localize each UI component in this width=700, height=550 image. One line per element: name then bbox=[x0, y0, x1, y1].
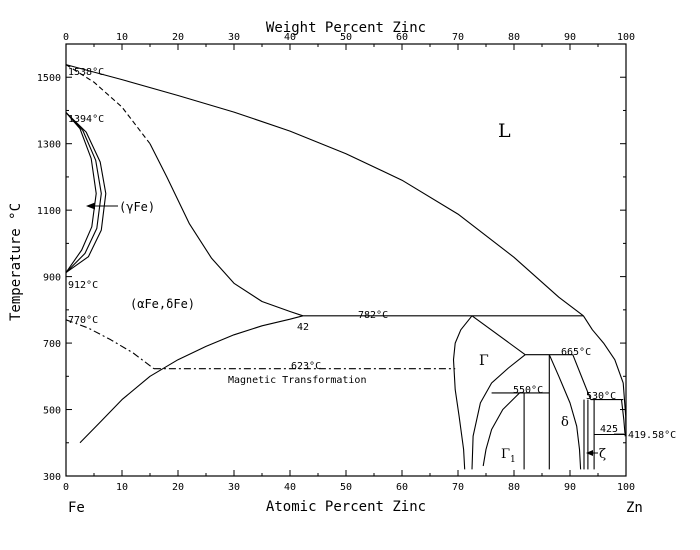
x-tick-label: 30 bbox=[228, 482, 240, 493]
x-tick-label: 0 bbox=[63, 482, 69, 493]
phase-label-zeta: ζ bbox=[599, 447, 606, 462]
phase-boundary-4 bbox=[65, 112, 102, 273]
y-axis-label: Temperature °C bbox=[8, 203, 24, 321]
x-axis-label: Atomic Percent Zinc bbox=[266, 499, 426, 515]
phase-label-delta: δ bbox=[561, 415, 569, 430]
annotation-magnetic-transformation: Magnetic Transformation bbox=[228, 375, 366, 386]
annotation-912: 912°C bbox=[68, 280, 98, 291]
phase-boundary-10 bbox=[452, 315, 473, 470]
top-tick-label: 40 bbox=[284, 32, 296, 43]
left-end-label: Fe bbox=[68, 500, 85, 516]
top-tick-label: 70 bbox=[452, 32, 464, 43]
annotation-42: 42 bbox=[297, 322, 309, 333]
annotation-782: 782°C bbox=[358, 310, 388, 321]
top-tick-label: 10 bbox=[116, 32, 128, 43]
y-tick-label: 500 bbox=[43, 406, 61, 417]
phase-boundaries bbox=[65, 64, 627, 470]
top-tick-label: 0 bbox=[63, 32, 69, 43]
annotation-550: 550°C bbox=[513, 385, 543, 396]
phase-boundary-18 bbox=[471, 354, 526, 470]
x-tick-label: 90 bbox=[564, 482, 576, 493]
annotation-530: 530°C bbox=[586, 391, 616, 402]
annotation-425: 425 bbox=[600, 424, 618, 435]
annotation-665: 665°C bbox=[561, 347, 591, 358]
x-tick-label: 40 bbox=[284, 482, 296, 493]
phase-boundary-21 bbox=[548, 354, 582, 470]
phase-boundary-13 bbox=[582, 315, 627, 437]
top-tick-label: 100 bbox=[617, 32, 635, 43]
plot-frame bbox=[65, 43, 627, 477]
phase-label-alpha-fe: (αFe,δFe) bbox=[130, 297, 195, 311]
y-tick-label: 1100 bbox=[37, 206, 61, 217]
top-axis-label: Weight Percent Zinc bbox=[266, 20, 426, 36]
top-tick-label: 30 bbox=[228, 32, 240, 43]
x-tick-label: 50 bbox=[340, 482, 352, 493]
zeta-arrowhead bbox=[586, 450, 593, 456]
phase-boundary-19 bbox=[482, 392, 520, 467]
top-tick-label: 90 bbox=[564, 32, 576, 43]
phase-boundary-8 bbox=[79, 315, 304, 444]
phase-boundary-0 bbox=[65, 64, 584, 317]
phase-label-gamma1: Γ1 bbox=[501, 447, 516, 465]
phase-boundary-3 bbox=[65, 112, 97, 273]
phase-label-gamma1-subscript: 1 bbox=[510, 455, 516, 465]
y-tick-label: 1300 bbox=[37, 140, 61, 151]
top-tick-label: 60 bbox=[396, 32, 408, 43]
annotation-419-58: 419.58°C bbox=[628, 430, 676, 441]
phase-label-gamma-fe: (γFe) bbox=[119, 200, 155, 214]
y-tick-label: 300 bbox=[43, 472, 61, 483]
gamma-fe-arrowhead bbox=[86, 202, 95, 210]
phase-boundary-5 bbox=[65, 112, 107, 274]
top-tick-label: 20 bbox=[172, 32, 184, 43]
y-tick-label: 1500 bbox=[37, 73, 61, 84]
axis-tick-labels: 0 10 20 30 40 50 60 70 80 90 100 0 10 20 30 40 50 60 70 80 9… bbox=[37, 32, 635, 493]
x-tick-label: 100 bbox=[617, 482, 635, 493]
label-arrows bbox=[86, 202, 624, 456]
x-tick-label: 70 bbox=[452, 482, 464, 493]
phase-boundary-11 bbox=[471, 315, 526, 356]
phase-boundary-1 bbox=[65, 64, 151, 145]
y-tick-label: 700 bbox=[43, 339, 61, 350]
phase-label-gamma: Γ bbox=[479, 353, 489, 369]
top-tick-label: 50 bbox=[340, 32, 352, 43]
phase-boundary-6 bbox=[65, 319, 155, 370]
x-tick-label: 80 bbox=[508, 482, 520, 493]
annotation-623: 623°C bbox=[291, 361, 321, 372]
phase-label-gamma1-main: Γ bbox=[501, 447, 510, 462]
phase-boundary-14 bbox=[572, 354, 592, 400]
x-tick-label: 10 bbox=[116, 482, 128, 493]
phase-boundary-2 bbox=[149, 143, 304, 317]
axis-ticks bbox=[65, 43, 627, 477]
top-tick-label: 80 bbox=[508, 32, 520, 43]
right-end-label: Zn bbox=[626, 500, 643, 516]
phase-label-liquid: L bbox=[498, 120, 511, 142]
annotation-1394: 1394°C bbox=[68, 114, 104, 125]
phase-boundary-26 bbox=[620, 399, 626, 437]
x-tick-label: 60 bbox=[396, 482, 408, 493]
y-tick-label: 900 bbox=[43, 273, 61, 284]
annotation-1538: 1538°C bbox=[68, 67, 104, 78]
x-tick-label: 20 bbox=[172, 482, 184, 493]
annotation-770: 770°C bbox=[68, 315, 98, 326]
